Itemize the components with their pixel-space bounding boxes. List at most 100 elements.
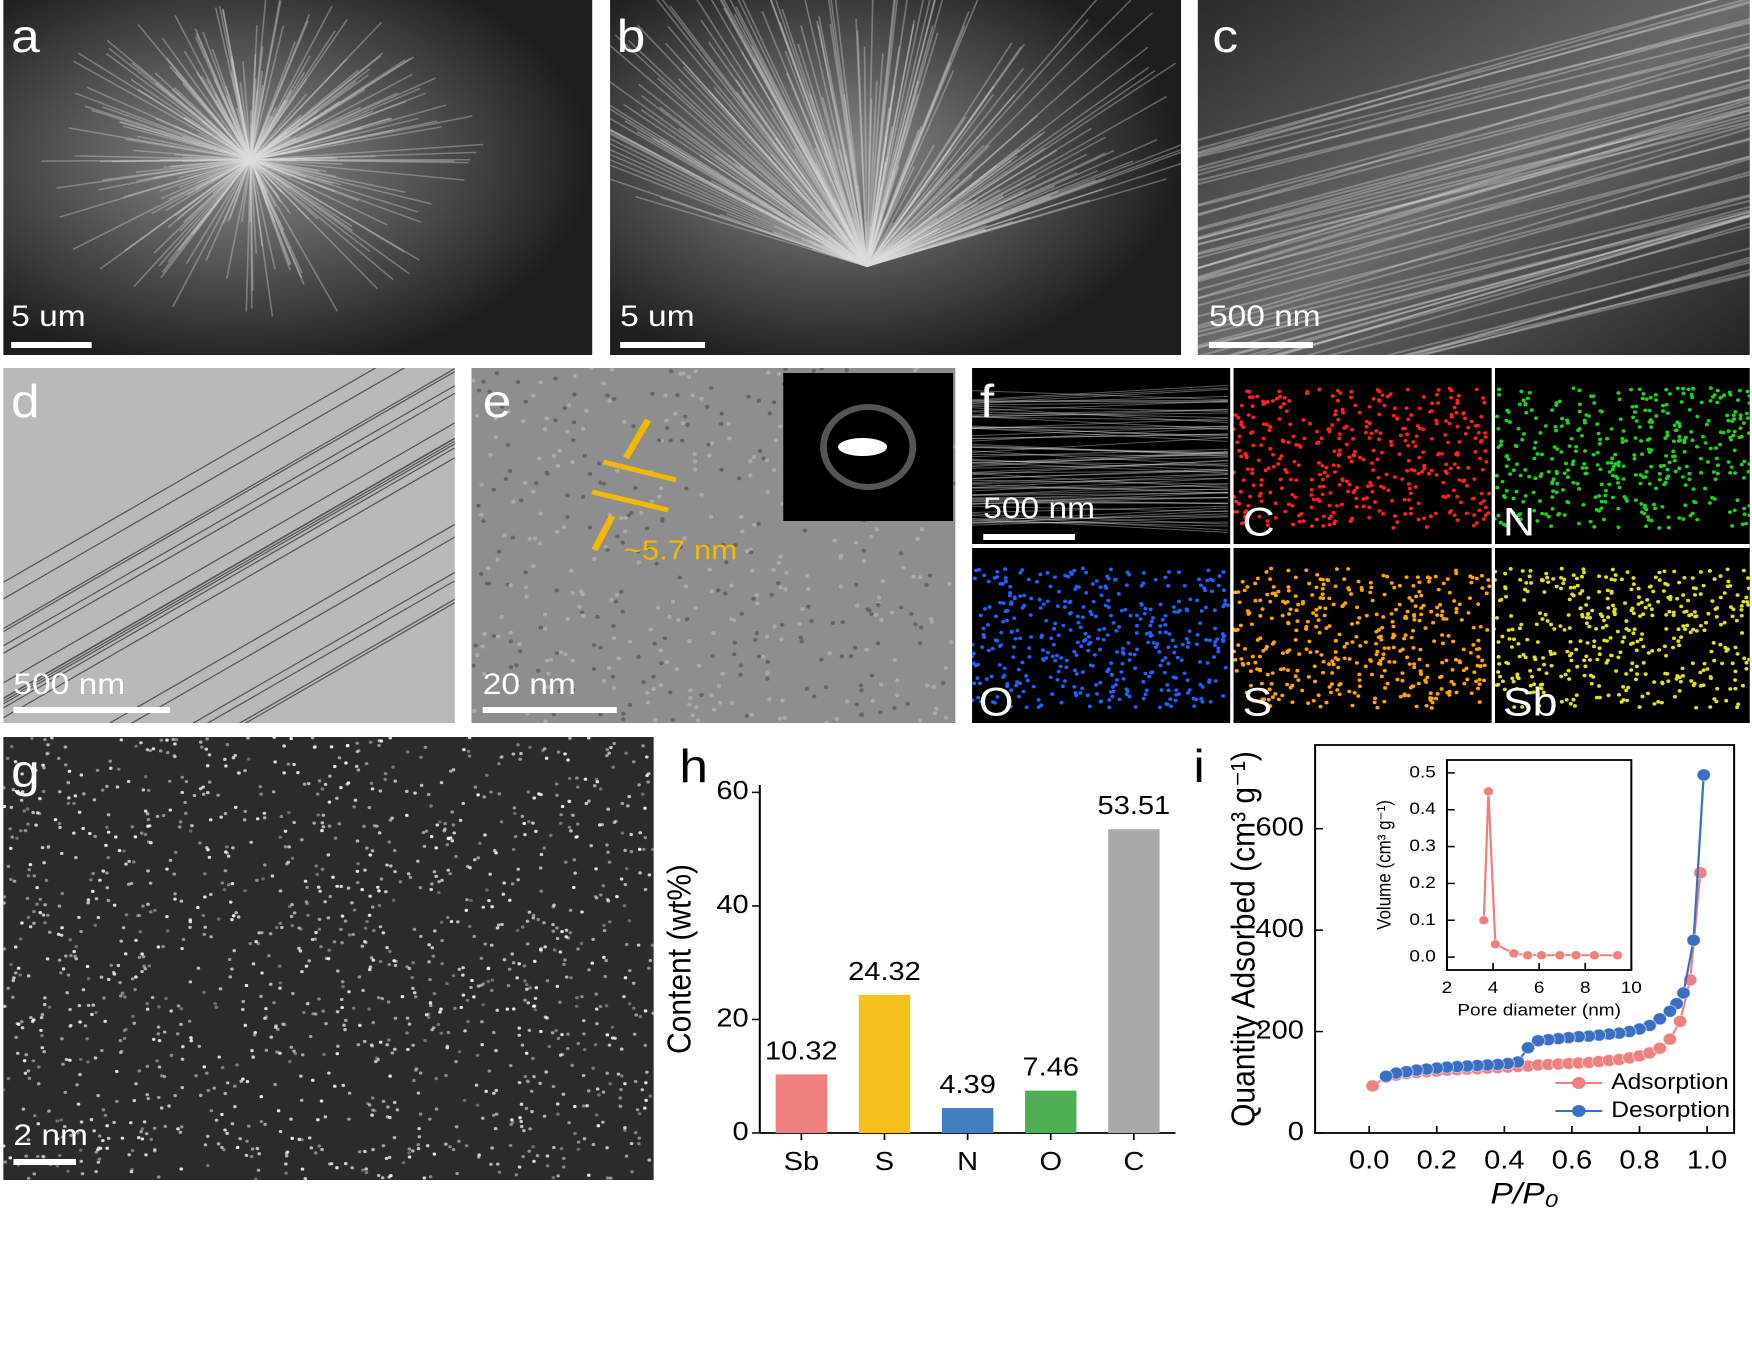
dot [1330, 671, 1335, 675]
sheet [1419, 269, 1750, 355]
dot [1365, 484, 1370, 488]
atom [356, 768, 361, 772]
grain [505, 442, 511, 447]
grain [546, 671, 551, 676]
grain [668, 369, 674, 374]
grain [917, 641, 923, 646]
dot [1333, 650, 1338, 654]
dot [1327, 624, 1332, 628]
grain [749, 550, 754, 555]
fiber [972, 513, 1228, 524]
grain [478, 512, 484, 517]
atom [140, 969, 144, 974]
atom [134, 1082, 138, 1086]
atom [132, 1021, 136, 1025]
map-label: O [979, 680, 1014, 724]
dot [1594, 695, 1599, 700]
dot [1008, 584, 1013, 589]
dot [1735, 593, 1740, 597]
atom [3, 901, 6, 905]
fiber [866, 136, 888, 267]
atom [63, 1090, 68, 1094]
atom [247, 1124, 251, 1128]
atom [300, 838, 304, 842]
dot [1544, 512, 1549, 516]
atom [554, 782, 559, 786]
atom [139, 741, 143, 745]
dot [1266, 466, 1271, 471]
grain [783, 368, 788, 371]
fiber [866, 114, 1039, 267]
dot [1732, 508, 1737, 513]
dot [1367, 515, 1372, 520]
dot [1613, 573, 1618, 577]
fiber [834, 233, 868, 267]
dot [1682, 575, 1687, 580]
atom [371, 1108, 375, 1112]
dot [1567, 677, 1572, 681]
dot [1238, 489, 1243, 494]
dot [1638, 637, 1643, 642]
grain [819, 657, 824, 662]
atom [355, 750, 360, 754]
grain [577, 604, 582, 609]
atom [489, 790, 493, 794]
dot [1198, 583, 1203, 588]
grain [627, 639, 633, 644]
atom [520, 1043, 525, 1047]
marker [1672, 1014, 1688, 1028]
fiber [250, 69, 360, 161]
grain [633, 485, 638, 490]
atom [564, 935, 568, 939]
dot [1687, 477, 1692, 482]
grain [651, 674, 656, 679]
atom [156, 945, 161, 949]
grain [561, 525, 567, 530]
atom [483, 942, 487, 946]
dot [1566, 468, 1571, 472]
atom [555, 1102, 560, 1106]
atom [278, 981, 283, 985]
dot [1504, 594, 1509, 599]
atom [387, 1038, 391, 1042]
atom [558, 950, 563, 954]
fiber [866, 12, 1153, 267]
fiber [866, 211, 957, 267]
atom [555, 793, 559, 797]
fiber [186, 159, 252, 196]
dot [1436, 388, 1441, 392]
dot [1411, 628, 1416, 633]
dot [977, 681, 982, 686]
dot [1342, 656, 1347, 661]
atom [327, 948, 331, 952]
tube-edge [130, 536, 455, 723]
atom [510, 952, 515, 956]
dot [1292, 459, 1297, 464]
dot [1326, 578, 1331, 583]
atom [619, 1088, 623, 1092]
dot [1208, 638, 1213, 643]
fiber [866, 0, 1098, 267]
dot [1127, 694, 1132, 699]
dot [1172, 650, 1177, 655]
atom [32, 921, 36, 925]
dot [1665, 430, 1670, 435]
grain [621, 717, 626, 722]
dot [1332, 449, 1337, 454]
fiber [866, 188, 1001, 267]
fiber [123, 159, 251, 198]
dot [1631, 611, 1636, 616]
dot [1271, 585, 1276, 589]
grain [482, 671, 487, 676]
dot [1306, 701, 1311, 705]
fiber [972, 468, 1228, 480]
dot [1621, 685, 1626, 689]
dot [1395, 520, 1400, 524]
grain [531, 564, 536, 569]
atom [638, 871, 642, 875]
grain [481, 519, 486, 524]
fiber [221, 8, 252, 160]
dot [1288, 477, 1293, 482]
map-label: N [1503, 500, 1535, 544]
fiber [972, 425, 1228, 429]
